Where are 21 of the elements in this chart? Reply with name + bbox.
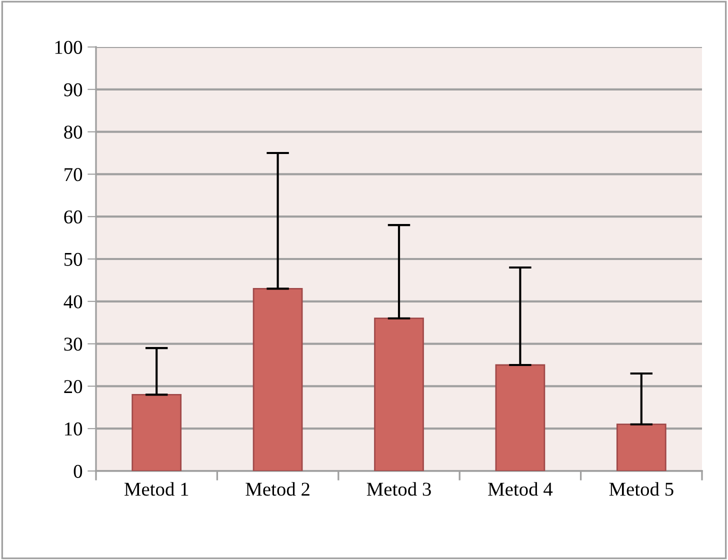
y-tick-label: 40 xyxy=(64,295,82,308)
bar xyxy=(132,394,182,471)
y-tick-label: 60 xyxy=(64,210,82,224)
bar xyxy=(374,318,424,471)
x-tick-label: Metod 3 xyxy=(366,482,431,496)
y-tick-label: 20 xyxy=(64,380,82,394)
y-tick-label: 30 xyxy=(64,338,82,351)
x-tick-label: Metod 2 xyxy=(246,482,310,496)
x-tick-label: Metod 5 xyxy=(609,482,674,496)
y-tick-label: 50 xyxy=(64,252,82,266)
y-tick-label: 100 xyxy=(55,40,82,54)
x-tick-label: Metod 1 xyxy=(124,482,188,496)
y-tick-label: 70 xyxy=(64,168,82,182)
bar xyxy=(252,288,303,471)
y-tick-label: 80 xyxy=(64,126,82,139)
x-tick-label: Metod 4 xyxy=(488,482,553,496)
y-tick-label: 0 xyxy=(74,464,82,478)
bar xyxy=(495,364,546,471)
bar xyxy=(616,424,666,471)
y-tick-label: 90 xyxy=(64,83,82,96)
y-tick-label: 10 xyxy=(65,422,82,436)
